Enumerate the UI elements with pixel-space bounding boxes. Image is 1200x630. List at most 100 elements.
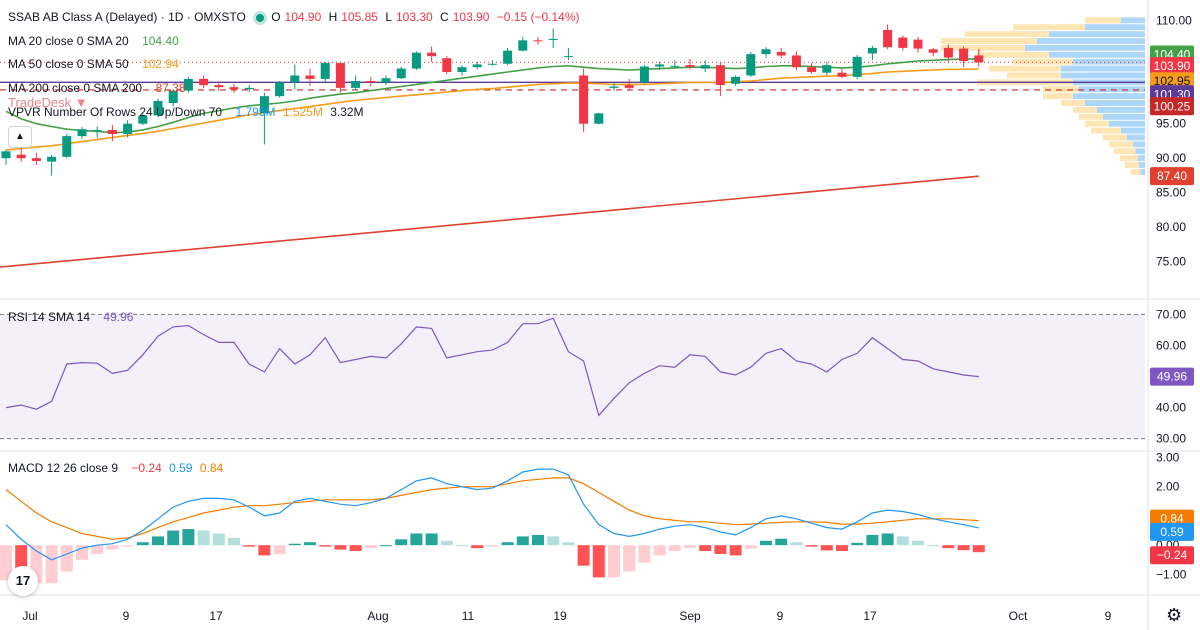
ma200-price-badge-bg: [1150, 167, 1194, 186]
macd-histogram-bar: [927, 545, 940, 547]
macd-histogram-bar: [91, 545, 104, 554]
candle-body: [807, 67, 817, 73]
rsi-axis-tick: 40.00: [1156, 401, 1186, 415]
candle-body: [533, 40, 543, 42]
macd-legend-label: MACD 12 26 close 9: [8, 461, 119, 475]
ohlc-high: 105.85: [341, 10, 378, 24]
ohlc-open: 104.90: [284, 10, 322, 24]
ma20-legend[interactable]: MA 20 close 0 SMA 20 104.40: [8, 34, 183, 48]
candle-body: [776, 52, 786, 56]
macd-legend[interactable]: MACD 12 26 close 9 −0.24 0.59 0.84: [8, 461, 227, 475]
time-axis-tick: 17: [209, 609, 223, 623]
macd-histogram-bar: [228, 537, 240, 546]
macd-histogram-bar: [516, 536, 529, 546]
macd-histogram-bar: [364, 545, 377, 549]
candle-body: [77, 129, 87, 137]
volume-profile-down-bar: [1130, 169, 1141, 175]
market-status-dot: [255, 13, 264, 22]
ma20-line: [5, 58, 979, 134]
candle-body: [655, 64, 665, 67]
symbol-title[interactable]: SSAB AB Class A (Delayed) · 1D · OMXSTO: [8, 10, 246, 24]
candle-body: [518, 40, 528, 51]
settings-gear-icon[interactable]: ⚙: [1166, 605, 1183, 625]
candle-body: [639, 66, 649, 83]
candle-body: [31, 158, 41, 161]
volume-profile-up-bar: [1025, 44, 1145, 51]
volume-profile-up-bar: [1137, 155, 1145, 162]
macd-signal-line: [5, 477, 979, 540]
header-legend: SSAB AB Class A (Delayed) · 1D · OMXSTO …: [8, 10, 584, 24]
macd-histogram-bar: [942, 545, 955, 549]
macd-histogram-bar: [836, 545, 848, 552]
vpvr-total-value: 3.32M: [330, 105, 364, 119]
macd-histogram-bar: [197, 530, 210, 546]
ma50-price-badge: 102.95: [1154, 74, 1191, 88]
macd-hist-badge-bg: [1150, 546, 1194, 565]
ma200-legend[interactable]: MA 200 close 0 SMA 200 87.38: [8, 81, 189, 95]
macd-histogram-bar: [912, 540, 924, 546]
rsi-band: [0, 314, 1145, 439]
tradingview-logo[interactable]: 17: [8, 566, 38, 596]
candle-body: [381, 78, 391, 83]
volume-profile-up-bar: [1097, 106, 1145, 113]
candle-body: [123, 123, 133, 135]
macd-histogram-bar: [760, 540, 772, 546]
candle-body: [305, 75, 315, 79]
collapse-legend-button[interactable]: ▲: [8, 126, 32, 148]
ohlc-open-label: O: [271, 10, 281, 24]
macd-histogram-bar: [136, 542, 149, 546]
volume-profile-down-bar: [1103, 134, 1127, 141]
level-price-badge-bg: [1150, 97, 1194, 116]
macd-histogram-bar: [699, 545, 712, 552]
time-axis-tick: Sep: [679, 609, 701, 623]
volume-profile-down-bar: [1073, 106, 1097, 113]
volume-profile-up-bar: [1079, 86, 1145, 93]
volume-profile-up-bar: [1127, 134, 1145, 141]
volume-profile-up-bar: [1133, 141, 1145, 148]
candle-body: [16, 154, 26, 159]
ma200-price-badge: 87.40: [1157, 169, 1187, 183]
ma20-legend-value: 104.40: [142, 34, 179, 48]
tradedesk-watermark[interactable]: TradeDesk ▼: [8, 95, 88, 110]
macd-histogram-bar: [714, 545, 727, 554]
candle-body: [974, 55, 984, 63]
ohlc-low-label: L: [385, 10, 392, 24]
candle-body: [411, 52, 421, 69]
macd-histogram-bar: [60, 545, 73, 572]
macd-histogram-bar: [972, 545, 985, 553]
macd-signal-badge: 0.84: [1160, 512, 1184, 526]
chevron-up-icon: ▲: [15, 131, 25, 142]
ohlc-low: 103.30: [396, 10, 433, 24]
candle-body: [396, 68, 406, 79]
rsi-legend-value: 49.96: [103, 310, 134, 324]
candle-body: [685, 65, 695, 68]
macd-histogram-bar: [106, 545, 119, 550]
candle-body: [168, 90, 178, 104]
macd-histogram-bar: [410, 533, 423, 546]
volume-profile-down-bar: [1043, 93, 1073, 100]
candle-body: [92, 129, 102, 131]
close-price-badge-bg: [1150, 57, 1194, 76]
macd-legend-hist: −0.24: [131, 461, 162, 475]
ohlc-change: −0.15 (−0.14%): [496, 10, 580, 24]
candle-body: [913, 39, 923, 49]
volume-profile-up-bar: [1103, 113, 1145, 120]
ohlc-high-label: H: [328, 10, 338, 24]
macd-histogram-bar: [881, 533, 894, 546]
candle-body: [275, 82, 285, 97]
macd-histogram-bar: [486, 545, 499, 547]
ma200-line: [0, 175, 979, 268]
candle-body: [898, 37, 908, 48]
candle-body: [791, 55, 801, 68]
macd-histogram-bar: [957, 545, 970, 551]
volume-profile-down-bar: [1007, 72, 1061, 79]
rsi-line: [5, 317, 979, 417]
macd-legend-macd: 0.59: [169, 461, 193, 475]
time-axis-tick: 19: [553, 609, 567, 623]
rsi-legend[interactable]: RSI 14 SMA 14 49.96: [8, 310, 137, 324]
candle-body: [259, 96, 269, 114]
ma50-legend[interactable]: MA 50 close 0 SMA 50 102.94: [8, 57, 183, 71]
vpvr-legend[interactable]: VPVR Number Of Rows 24 Up/Down 70 1.795M…: [8, 105, 368, 119]
candle-body: [822, 65, 832, 73]
